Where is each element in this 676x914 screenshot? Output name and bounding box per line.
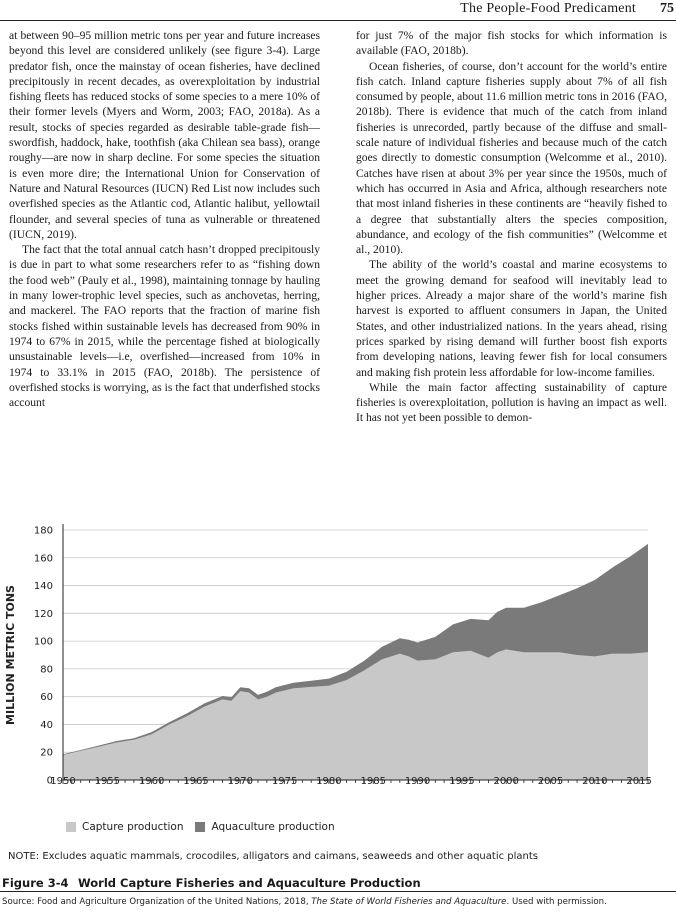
legend-label-capture: Capture production bbox=[82, 821, 184, 833]
chart-legend: Capture production Aquaculture productio… bbox=[66, 821, 335, 833]
source-suffix: . Used with permission. bbox=[506, 897, 607, 907]
capture-area bbox=[63, 649, 648, 780]
figure-source: Source: Food and Agriculture Organizatio… bbox=[2, 897, 607, 907]
paragraph: While the main factor affecting sustaina… bbox=[356, 380, 667, 425]
figure-caption: Figure 3-4 World Capture Fisheries and A… bbox=[0, 873, 676, 892]
area-chart: 0 20 40 60 80 100 120 140 160 180 MILLION METRIC T… bbox=[4, 524, 652, 785]
y-tick-label: 100 bbox=[34, 637, 53, 648]
x-tick-label: 1955 bbox=[95, 776, 120, 784]
x-tick-label: 1980 bbox=[316, 776, 341, 784]
legend-swatch-capture bbox=[66, 822, 76, 832]
x-tick-label: 1995 bbox=[449, 776, 474, 784]
y-tick-label: 40 bbox=[40, 720, 53, 731]
figure-chart: 0 20 40 60 80 100 120 140 160 180 MILLION METRIC T… bbox=[0, 514, 676, 784]
figure-note: NOTE: Excludes aquatic mammals, crocodil… bbox=[8, 851, 538, 862]
paragraph: The fact that the total annual catch has… bbox=[9, 243, 320, 410]
y-tick-label: 0 bbox=[47, 776, 53, 785]
figure-label: Figure 3-4 bbox=[2, 876, 69, 890]
x-tick-label: 1965 bbox=[183, 776, 208, 784]
right-column: for just 7% of the major fish stocks for… bbox=[356, 28, 667, 426]
x-tick-label: 1985 bbox=[361, 776, 386, 784]
y-tick-label: 160 bbox=[34, 553, 53, 564]
paragraph: The ability of the world’s coastal and m… bbox=[356, 258, 667, 379]
x-tick-label: 2015 bbox=[626, 776, 651, 784]
x-tick-label: 2010 bbox=[582, 776, 607, 784]
x-tick-label: 1950 bbox=[50, 776, 75, 784]
y-tick-label: 20 bbox=[40, 748, 53, 759]
y-axis-label: MILLION METRIC TONS bbox=[4, 585, 17, 725]
y-tick-label: 80 bbox=[40, 664, 53, 675]
x-tick-label: 1990 bbox=[405, 776, 430, 784]
paragraph: for just 7% of the major fish stocks for… bbox=[356, 29, 667, 58]
x-tick-label: 1970 bbox=[228, 776, 253, 784]
running-title: The People-Food Predicament bbox=[460, 1, 636, 16]
y-tick-label: 140 bbox=[34, 581, 53, 592]
page-number: 75 bbox=[660, 1, 674, 16]
figure-title: World Capture Fisheries and Aquaculture … bbox=[78, 876, 421, 890]
y-tick-label: 180 bbox=[34, 526, 53, 537]
y-tick-label: 60 bbox=[40, 692, 53, 703]
left-column: at between 90–95 million metric tons per… bbox=[9, 28, 320, 410]
source-text: Source: Food and Agriculture Organizatio… bbox=[2, 897, 312, 907]
legend-label-aquaculture: Aquaculture production bbox=[211, 821, 335, 833]
x-tick-label: 1960 bbox=[139, 776, 164, 784]
x-tick-label: 2005 bbox=[538, 776, 563, 784]
y-tick-label: 120 bbox=[34, 609, 53, 620]
legend-swatch-aquaculture bbox=[195, 822, 206, 832]
running-header: The People-Food Predicament 75 bbox=[0, 0, 676, 21]
source-publication: The State of World Fisheries and Aquacul… bbox=[311, 897, 507, 907]
paragraph: Ocean fisheries, of course, don’t accoun… bbox=[356, 59, 667, 257]
paragraph: at between 90–95 million metric tons per… bbox=[9, 29, 320, 241]
x-tick-label: 2000 bbox=[493, 776, 518, 784]
x-tick-label: 1975 bbox=[272, 776, 297, 784]
